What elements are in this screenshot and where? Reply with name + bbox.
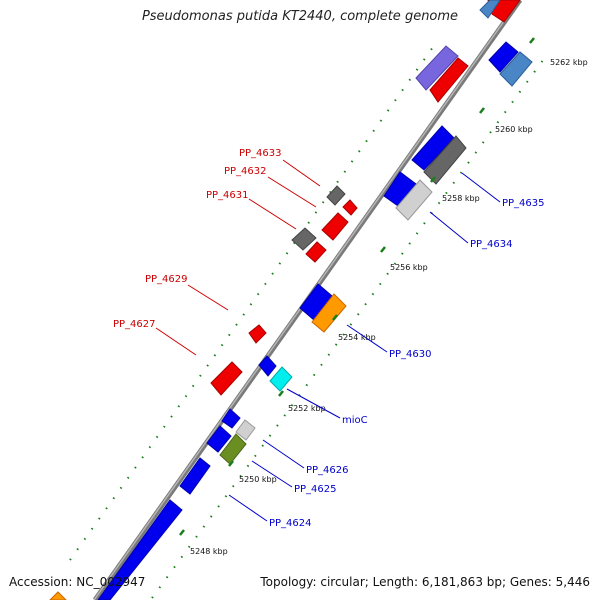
scale-labels: 5248 kbp 5250 kbp 5252 kbp 5254 kbp 5256…: [190, 58, 588, 556]
gene-blue[interactable]: [258, 355, 277, 377]
gene-purple[interactable]: [415, 45, 459, 91]
gene-blue[interactable]: [206, 425, 232, 453]
gene-label-pp4634[interactable]: PP_4634: [470, 239, 513, 250]
gene-orange[interactable]: [49, 591, 67, 600]
gene-gray[interactable]: [326, 185, 346, 206]
gene-red[interactable]: [305, 241, 327, 263]
gene-light-gray[interactable]: [235, 419, 256, 441]
gene-label-pp4633[interactable]: PP_4633: [239, 148, 282, 159]
gene-label-mioc[interactable]: mioC: [342, 415, 368, 426]
gene-orange[interactable]: [311, 293, 347, 333]
map-title: Pseudomonas putida KT2440, complete geno…: [141, 9, 459, 24]
gene-light-gray[interactable]: [395, 179, 433, 221]
gene-red[interactable]: [429, 57, 469, 103]
scale-label: 5256 kbp: [390, 263, 428, 272]
genome-summary: Topology: circular; Length: 6,181,863 bp…: [260, 575, 590, 589]
gene-label-pp4629[interactable]: PP_4629: [145, 274, 188, 285]
gene-label-pp4625[interactable]: PP_4625: [294, 484, 337, 495]
gene-steel-blue[interactable]: [499, 51, 533, 87]
gene-olive[interactable]: [219, 433, 247, 465]
scale-label: 5248 kbp: [190, 547, 228, 556]
scale-label: 5254 kbp: [338, 333, 376, 342]
gene-blue[interactable]: [97, 499, 183, 600]
scale-label: 5252 kbp: [288, 404, 326, 413]
gene-label-pp4632[interactable]: PP_4632: [224, 166, 267, 177]
gene-label-pp4627[interactable]: PP_4627: [113, 319, 156, 330]
forward-gene-labels: [228, 172, 501, 522]
forward-genes: [206, 0, 533, 465]
scale-label: 5262 kbp: [550, 58, 588, 67]
gene-label-pp4631[interactable]: PP_4631: [206, 190, 249, 201]
gene-label-pp4635[interactable]: PP_4635: [502, 198, 545, 209]
gene-blue[interactable]: [488, 41, 519, 73]
gene-cyan[interactable]: [269, 366, 293, 392]
scale-label: 5258 kbp: [442, 194, 480, 203]
gene-label-pp4624[interactable]: PP_4624: [269, 518, 312, 529]
gene-steel-blue[interactable]: [479, 0, 501, 19]
gene-red[interactable]: [248, 324, 267, 344]
reverse-gene-labels: [155, 159, 321, 356]
gene-red[interactable]: [210, 361, 243, 396]
gene-blue[interactable]: [179, 457, 211, 495]
gene-red[interactable]: [342, 199, 358, 216]
scale-label: 5260 kbp: [495, 125, 533, 134]
accession-text: Accession: NC_002947: [9, 575, 146, 589]
gene-blue[interactable]: [221, 408, 241, 429]
gene-label-pp4630[interactable]: PP_4630: [389, 349, 432, 360]
scale-ticks: [179, 37, 535, 536]
inner-guide-line: [151, 55, 547, 599]
gene-gray[interactable]: [291, 227, 317, 251]
scale-label: 5250 kbp: [239, 475, 277, 484]
gene-red[interactable]: [321, 212, 349, 241]
reverse-genes: [49, 0, 521, 600]
gene-label-pp4626[interactable]: PP_4626: [306, 465, 349, 476]
